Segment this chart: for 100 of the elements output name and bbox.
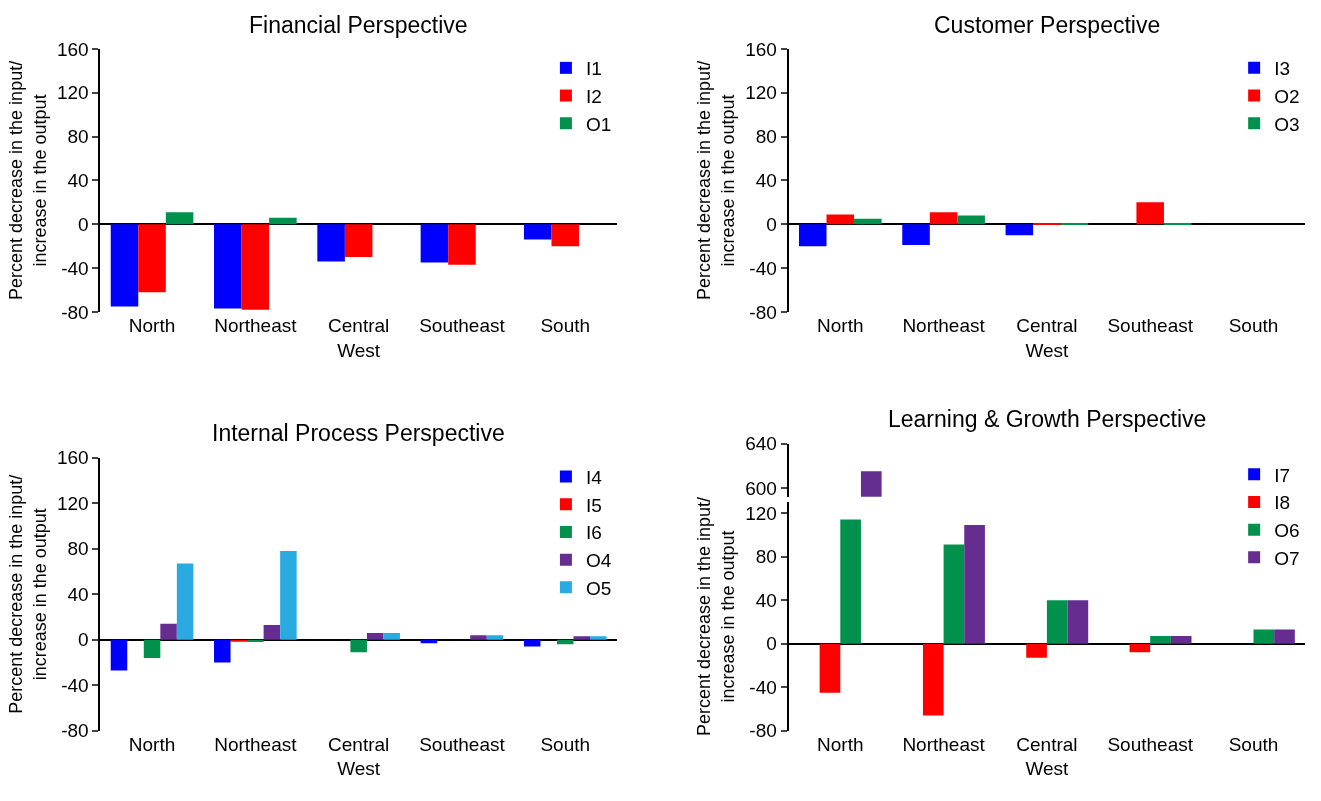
y-tick-label: 160 (56, 38, 89, 60)
chart-title: Financial Perspective (249, 12, 468, 38)
bar (523, 639, 541, 647)
bar (317, 224, 345, 262)
y-tick-label: 0 (78, 629, 89, 651)
y-tick-label: 640 (745, 433, 777, 455)
bar (143, 639, 161, 658)
x-tick-label: Southeast (419, 733, 506, 755)
y-tick-label: 120 (56, 82, 89, 104)
x-tick-label: Central West (328, 314, 390, 361)
bar (523, 224, 552, 240)
bar (590, 636, 607, 640)
y-tick-label: -80 (61, 301, 89, 323)
x-tick-label: Northeast (214, 314, 298, 336)
bar (110, 224, 139, 307)
legend-label: I7 (1274, 464, 1291, 486)
y-axis-title: Percent decrease in the input/ increase in the output (6, 474, 50, 714)
bar (1005, 224, 1034, 236)
bar (1136, 202, 1164, 225)
chart-title: Customer Perspective (934, 12, 1161, 38)
bar (383, 632, 400, 640)
y-tick-label: 0 (766, 633, 777, 655)
y-tick-label: 80 (67, 538, 89, 560)
x-tick-label: Central West (1016, 314, 1078, 361)
legend-label: O5 (585, 577, 612, 599)
bar (1170, 636, 1192, 644)
legend-label: I8 (1274, 492, 1291, 514)
bar (350, 639, 367, 653)
bar (214, 224, 242, 309)
y-tick-label: 40 (755, 170, 777, 192)
legend-label: O6 (1274, 520, 1300, 542)
y-tick-label: 0 (766, 213, 777, 235)
chart-title: Learning & Growth Perspective (888, 406, 1207, 432)
legend-label: O7 (1274, 547, 1300, 569)
y-tick-label: -80 (749, 720, 777, 742)
bar (957, 215, 985, 225)
y-axis-title: Percent decrease in the input/ increase in the output (694, 496, 738, 737)
bar (1253, 629, 1275, 644)
bar (929, 212, 958, 225)
y-tick-label: 0 (78, 213, 89, 235)
bar (214, 639, 231, 663)
x-tick-label: Northeast (902, 314, 986, 336)
y-tick-label: -40 (61, 257, 89, 279)
bar (964, 525, 985, 644)
bar (1026, 643, 1047, 658)
x-tick-label: Northeast (214, 733, 298, 755)
bar (922, 643, 944, 716)
bar (1150, 636, 1171, 644)
legend-label: O1 (585, 113, 612, 135)
bar (1046, 600, 1068, 644)
legend-label: O2 (1274, 85, 1300, 107)
y-axis-title: Percent decrease in the input/ increase in the output (694, 60, 738, 301)
x-tick-label: Southeast (1107, 733, 1194, 755)
x-tick-label: North (128, 314, 176, 336)
x-tick-label: South (1228, 733, 1279, 755)
y-tick-label: -80 (61, 720, 89, 742)
bar (798, 224, 827, 247)
bar (826, 214, 855, 225)
x-tick-label: North (128, 733, 176, 755)
y-tick-label: -40 (61, 674, 89, 696)
x-tick-label: North (817, 733, 864, 755)
y-tick-label: 160 (56, 447, 89, 469)
legend-label: O4 (585, 550, 612, 572)
bar (280, 551, 297, 640)
y-axis-title: Percent decrease in the input/ increase in the output (6, 60, 50, 301)
bar (573, 636, 591, 640)
legend-label: I3 (1274, 58, 1291, 80)
bar (943, 544, 965, 644)
y-tick-label: 40 (67, 170, 89, 192)
bar (819, 643, 841, 693)
bar (902, 224, 930, 246)
y-tick-label: 40 (755, 589, 777, 611)
x-tick-label: South (540, 733, 591, 755)
bar (470, 635, 487, 640)
bar (551, 224, 580, 247)
bar (230, 639, 248, 642)
bar (1067, 600, 1089, 644)
bar (1274, 629, 1295, 644)
legend-label: I2 (585, 85, 602, 107)
y-tick-label: 80 (755, 126, 777, 148)
x-tick-label: South (1228, 314, 1279, 336)
bar (269, 217, 297, 225)
x-tick-label: Southeast (419, 314, 506, 336)
x-tick-label: Central West (328, 733, 390, 780)
x-tick-label: Southeast (1107, 314, 1194, 336)
y-tick-label: 600 (745, 477, 777, 499)
chart-title: Internal Process Perspective (212, 420, 505, 446)
y-tick-label: -40 (749, 676, 777, 698)
bar (448, 224, 476, 265)
y-tick-label: 120 (745, 82, 777, 104)
bar (241, 224, 270, 310)
y-tick-label: -80 (749, 301, 777, 323)
bar (165, 212, 194, 225)
bar (366, 632, 384, 640)
x-tick-label: Northeast (902, 733, 986, 755)
x-tick-label: Central West (1016, 733, 1078, 780)
bar (840, 519, 861, 644)
bar (176, 563, 194, 640)
legend-label: I4 (585, 466, 603, 488)
y-tick-label: 80 (67, 126, 89, 148)
